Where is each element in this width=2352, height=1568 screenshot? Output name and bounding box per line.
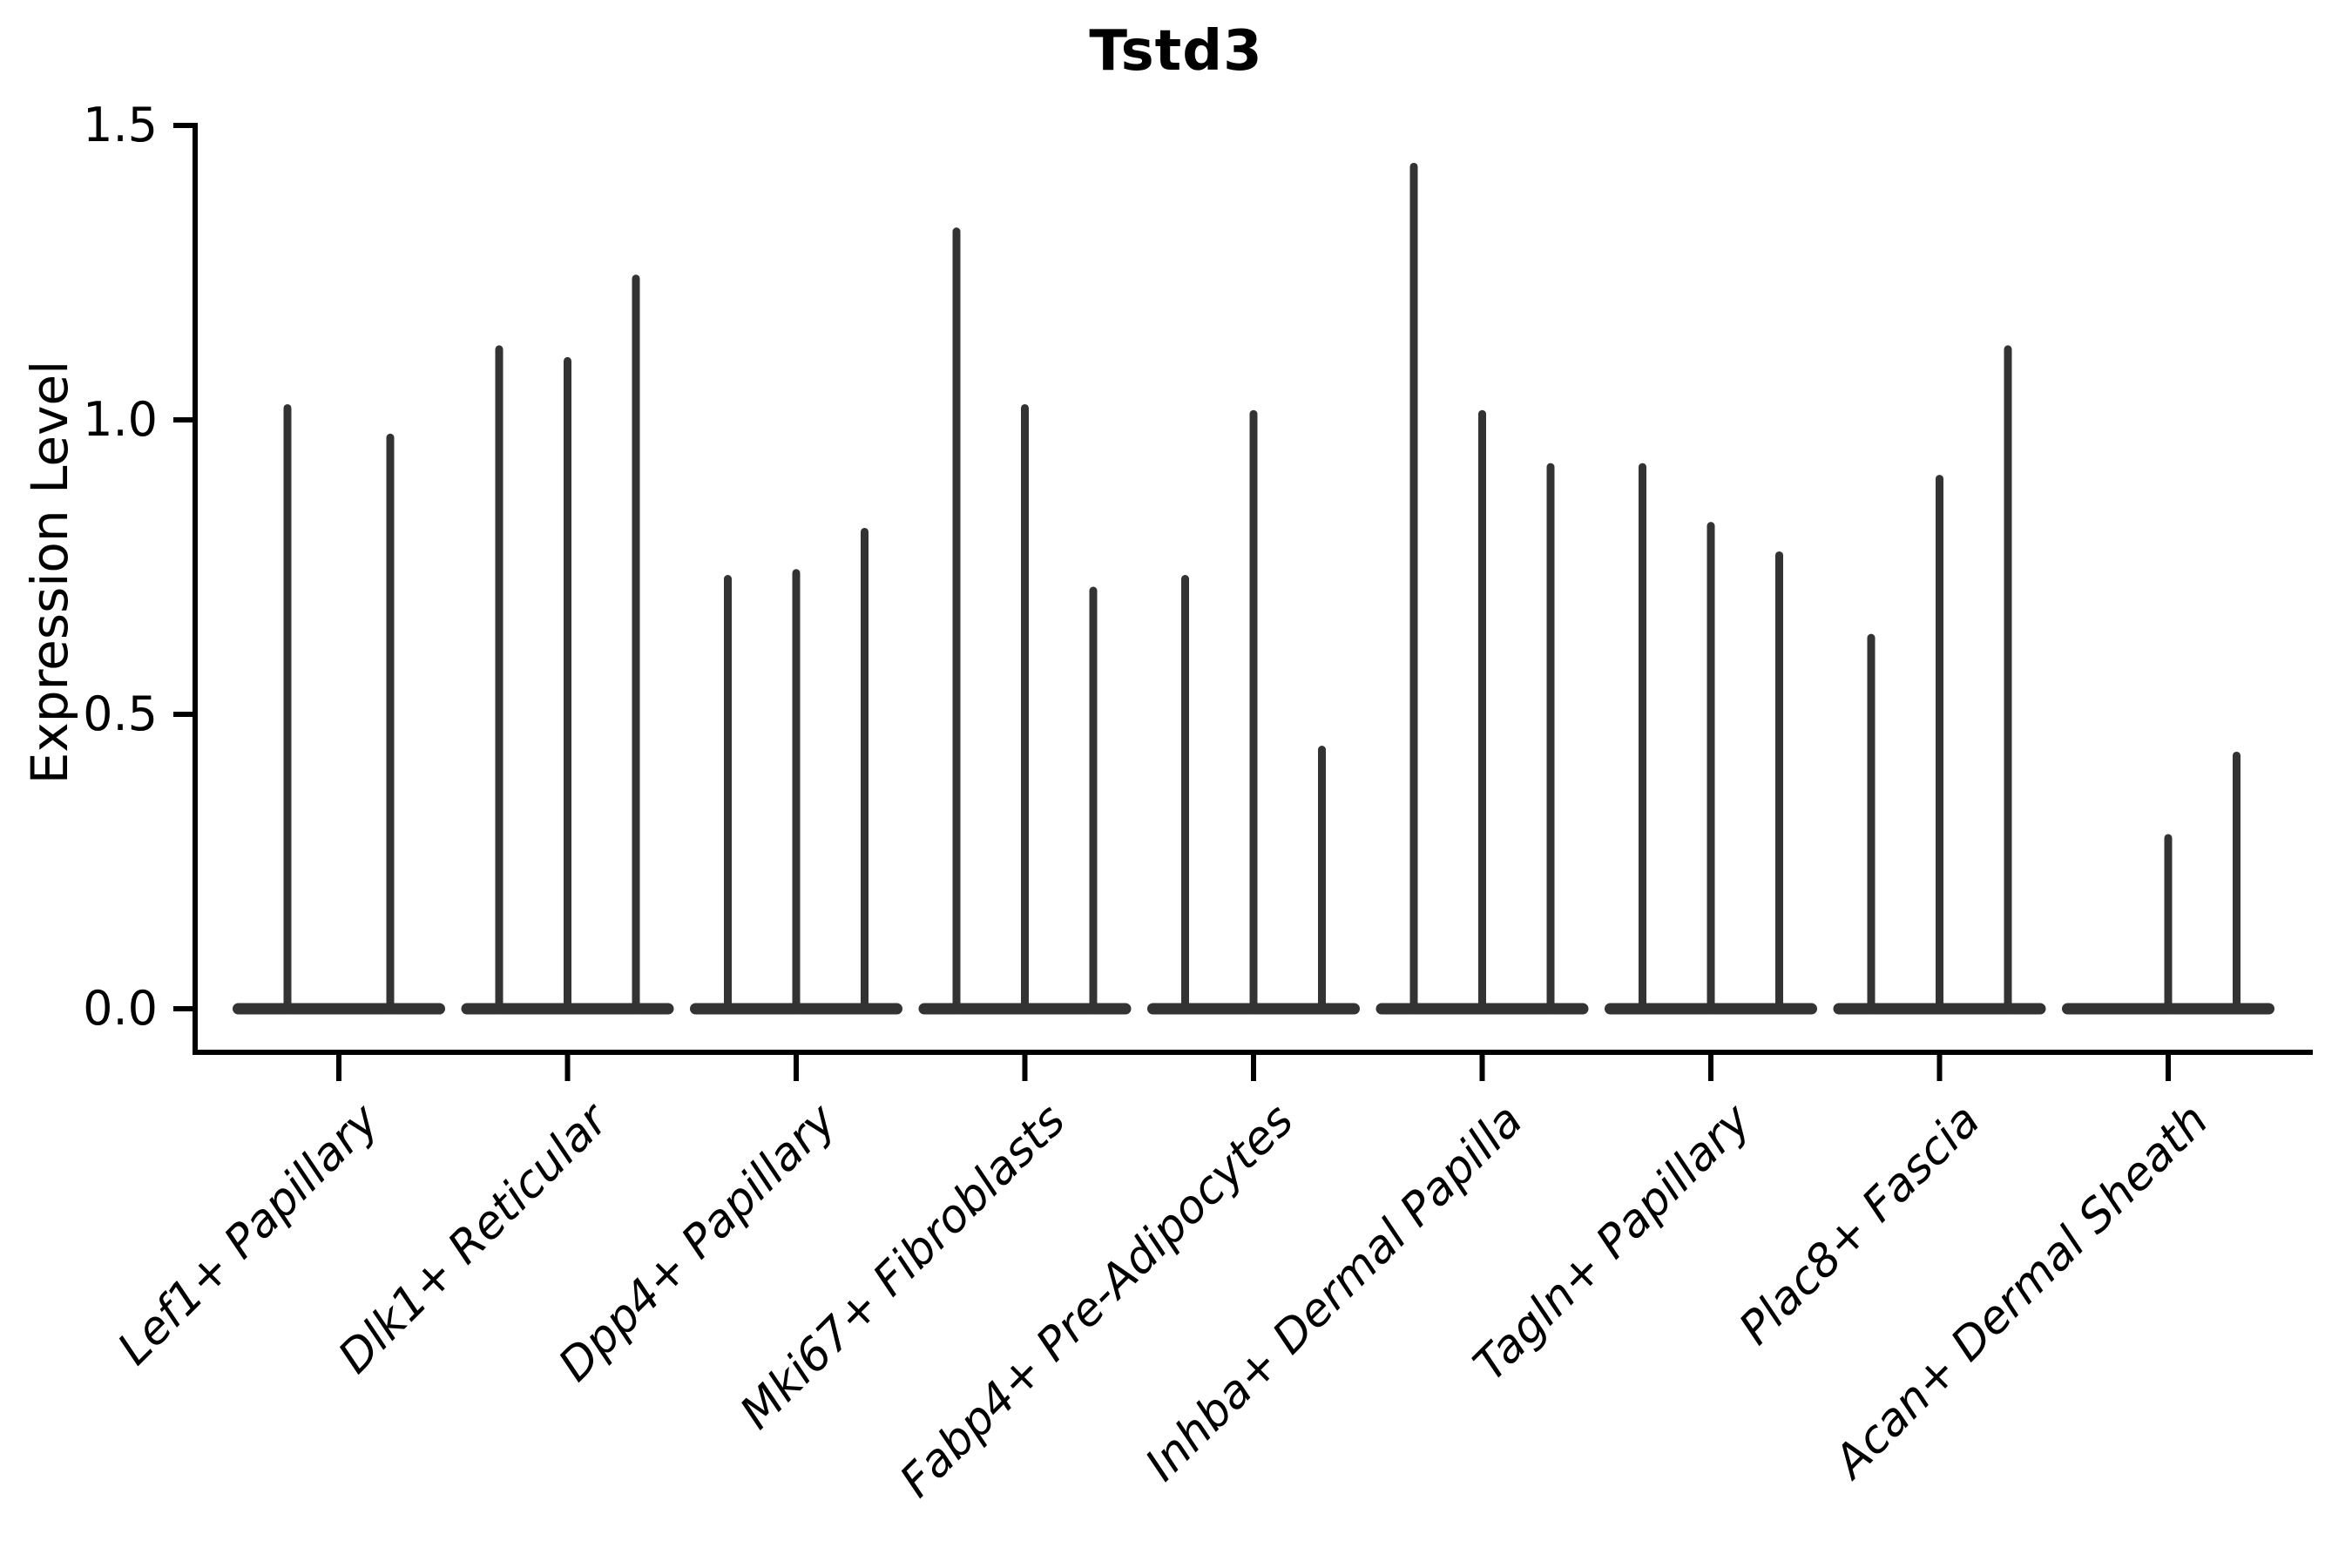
y-tick-mark — [173, 1006, 198, 1011]
x-tick-mark — [1022, 1055, 1028, 1081]
x-axis-spine — [193, 1050, 2313, 1055]
x-tick-mark — [1936, 1055, 1943, 1081]
y-tick-mark — [173, 712, 198, 717]
violin-base — [233, 1003, 445, 1015]
y-tick-label: 1.5 — [83, 98, 158, 152]
chart-title: Tstd3 — [1089, 19, 1263, 84]
x-tick-mark — [336, 1055, 341, 1081]
x-tick-mark — [1708, 1055, 1713, 1081]
x-tick-mark — [794, 1055, 799, 1081]
x-tick-mark — [1479, 1055, 1485, 1081]
y-axis-spine — [193, 125, 198, 1055]
x-tick-mark — [564, 1055, 571, 1081]
y-tick-mark — [173, 417, 198, 422]
y-tick-mark — [173, 123, 198, 128]
x-tick-mark — [1251, 1055, 1256, 1081]
y-tick-label: 0.5 — [83, 686, 158, 741]
y-tick-label: 0.0 — [83, 981, 158, 1036]
x-tick-mark — [2166, 1055, 2171, 1081]
y-tick-label: 1.0 — [83, 392, 158, 447]
